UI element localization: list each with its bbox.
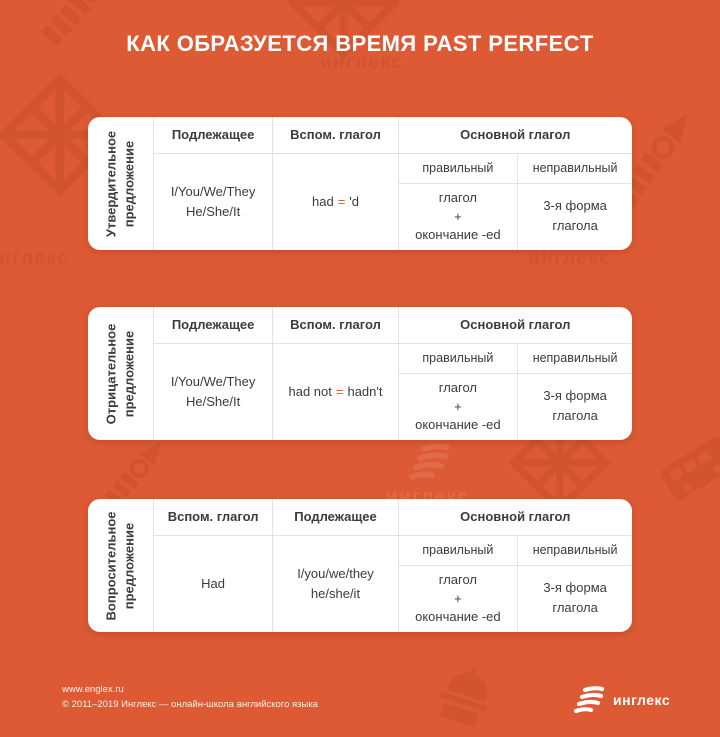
column-header-subject: Подлежащее bbox=[153, 307, 274, 344]
column-header-main-verb: Основной глагол bbox=[398, 117, 632, 154]
irregular-verb-cell: 3-я форма глагола bbox=[543, 580, 607, 616]
brand-logo-icon bbox=[408, 443, 450, 480]
sentence-type-label-text: Утвердительное предложение bbox=[103, 130, 137, 237]
sentence-type-label: Утвердительное предложение bbox=[88, 117, 154, 250]
website-url: www.englex.ru bbox=[62, 684, 124, 695]
irregular-verb-cell: 3-я форма глагола bbox=[543, 198, 607, 234]
column-header-auxiliary: Вспом. глагол bbox=[272, 117, 399, 154]
column-header-auxiliary: Вспом. глагол bbox=[272, 307, 399, 344]
brand-watermark-text: инглекс bbox=[528, 248, 612, 269]
subheader-irregular: неправильный bbox=[517, 153, 632, 184]
subject-cell: I/You/We/They He/She/It bbox=[153, 153, 274, 250]
regular-verb-cell: глагол + окончание -ed bbox=[398, 183, 519, 250]
copyright-text: © 2011–2019 Инглекс — онлайн-школа англи… bbox=[62, 699, 318, 710]
column-header-auxiliary: Вспом. глагол bbox=[153, 499, 274, 536]
negative-grid: Отрицательное предложение Подлежащее Всп… bbox=[88, 307, 632, 440]
affirmative-table: Утвердительное предложение Подлежащее Вс… bbox=[88, 117, 632, 250]
brand-logo-icon bbox=[573, 686, 605, 714]
interrogative-grid: Вопросительное предложение Вспом. глагол… bbox=[88, 499, 632, 632]
brand-logo-text: инглекс bbox=[613, 692, 671, 708]
bus-watermark-icon bbox=[658, 435, 720, 507]
subheader-regular: правильный bbox=[398, 153, 519, 184]
subject-cell: I/You/We/They He/She/It bbox=[153, 343, 274, 440]
brand-watermark-text: инглекс bbox=[0, 248, 70, 269]
subheader-regular: правильный bbox=[398, 535, 519, 566]
sentence-type-label: Вопросительное предложение bbox=[88, 499, 154, 632]
auxiliary-cell: had not = hadn't bbox=[272, 343, 399, 440]
column-header-subject: Подлежащее bbox=[153, 117, 274, 154]
column-header-subject: Подлежащее bbox=[272, 499, 399, 536]
sentence-type-label-text: Отрицательное предложение bbox=[103, 323, 137, 424]
column-header-main-verb: Основной глагол bbox=[398, 499, 632, 536]
subheader-regular: правильный bbox=[398, 343, 519, 374]
subheader-irregular: неправильный bbox=[517, 535, 632, 566]
irregular-verb-cell: 3-я форма глагола bbox=[543, 388, 607, 424]
auxiliary-cell: had ='d bbox=[272, 153, 399, 250]
regular-verb-cell: глагол + окончание -ed bbox=[398, 565, 519, 632]
interrogative-table: Вопросительное предложение Вспом. глагол… bbox=[88, 499, 632, 632]
sentence-type-label: Отрицательное предложение bbox=[88, 307, 154, 440]
sentence-type-label-text: Вопросительное предложение bbox=[103, 511, 137, 620]
equals-sign: = bbox=[335, 384, 344, 400]
column-header-main-verb: Основной глагол bbox=[398, 307, 632, 344]
equals-sign: = bbox=[337, 194, 346, 210]
regular-verb-cell: глагол + окончание -ed bbox=[398, 373, 519, 440]
negative-table: Отрицательное предложение Подлежащее Всп… bbox=[88, 307, 632, 440]
subheader-irregular: неправильный bbox=[517, 343, 632, 374]
page-title: КАК ОБРАЗУЕТСЯ ВРЕМЯ PAST PERFECT bbox=[126, 31, 594, 56]
brand-logo: инглекс bbox=[571, 685, 670, 715]
subject-cell: I/you/we/they he/she/it bbox=[272, 535, 399, 632]
affirmative-grid: Утвердительное предложение Подлежащее Вс… bbox=[88, 117, 632, 250]
dome-building-watermark-icon bbox=[427, 659, 502, 737]
auxiliary-cell: Had bbox=[153, 535, 274, 632]
